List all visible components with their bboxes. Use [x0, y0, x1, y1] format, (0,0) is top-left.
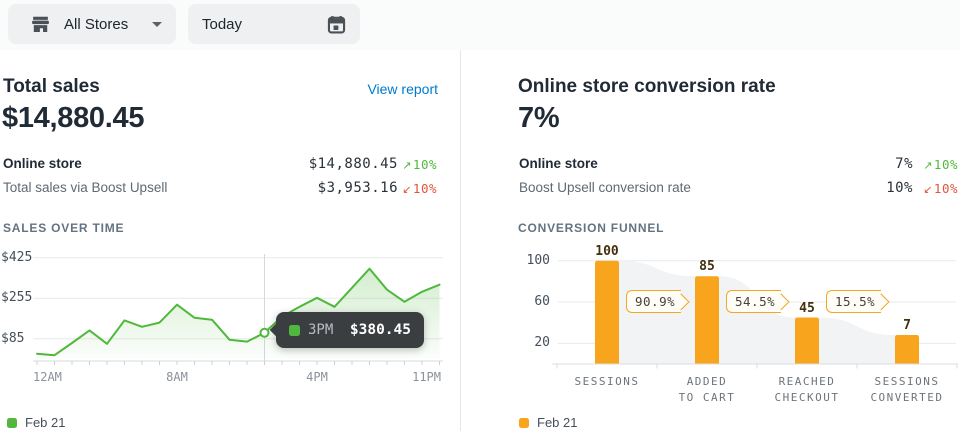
trend-down-icon: ↙ — [923, 183, 933, 196]
funnel-step-percentage-badge: 90.9% — [626, 290, 682, 313]
x-axis-tick-label: 4PM — [306, 370, 328, 384]
y-axis-tick-label: $255 — [1, 290, 33, 306]
calendar-icon — [326, 14, 347, 35]
view-report-link[interactable]: View report — [367, 81, 438, 97]
sales-over-time-label: SALES OVER TIME — [3, 221, 125, 235]
bar-value-label: 45 — [799, 300, 815, 316]
legend-swatch — [7, 417, 17, 428]
bar-value-label: 100 — [595, 243, 619, 259]
metric-row-label: Online store — [519, 156, 598, 171]
y-axis-tick-label: $85 — [1, 330, 25, 346]
funnel-step-percentage-badge: 54.5% — [726, 290, 782, 313]
tooltip-value: $380.45 — [349, 322, 411, 338]
bar-value-label: 7 — [903, 318, 911, 333]
date-range-selector[interactable]: Today — [188, 4, 360, 44]
metric-row-delta: ↙10% — [402, 181, 437, 196]
x-axis-tick-label: 8AM — [166, 370, 188, 384]
legend-label: Feb 21 — [537, 415, 578, 430]
x-axis-category-label: SESSIONS — [574, 375, 640, 388]
x-axis-category-label: REACHED CHECKOUT — [774, 375, 840, 404]
trend-down-icon: ↙ — [402, 183, 412, 196]
conversion-rate-title: Online store conversion rate — [518, 76, 776, 97]
trend-up-icon: ↗ — [402, 159, 412, 172]
funnel-chart-svg — [552, 260, 958, 369]
panel-divider — [460, 50, 461, 431]
funnel-legend: Feb 21 — [519, 415, 577, 430]
conversion-rate-value: 7% — [518, 102, 560, 134]
conversion-funnel-chart[interactable]: 100 60 20 100 85 45 7 90.9% 54.5% 15.5% SESSIONS AD… — [500, 243, 960, 404]
metric-row-value: 7% — [895, 156, 913, 172]
total-sales-title: Total sales — [3, 76, 100, 97]
metric-row-label: Boost Upsell conversion rate — [519, 180, 691, 195]
chart-tooltip: 3PM $380.45 — [276, 312, 424, 348]
y-axis-tick-label: 100 — [526, 252, 550, 268]
chevron-down-icon — [152, 21, 163, 27]
topbar: All Stores Today — [0, 0, 960, 50]
metric-row-delta: ↗10% — [923, 157, 958, 172]
x-axis-category-label: SESSIONS CONVERTED — [870, 375, 944, 404]
x-axis-tick-label: 11PM — [412, 370, 441, 384]
conversion-funnel-label: CONVERSION FUNNEL — [518, 221, 665, 235]
tooltip-time: 3PM — [308, 322, 334, 338]
y-axis-tick-label: $425 — [1, 249, 33, 265]
bar-value-label: 85 — [699, 259, 715, 275]
metric-row-value: $14,880.45 — [308, 156, 398, 172]
metric-row-value: 10% — [886, 180, 913, 196]
tooltip-series-swatch — [289, 324, 300, 336]
date-range-label: Today — [202, 15, 243, 33]
y-axis-tick-label: 60 — [534, 294, 550, 310]
store-selector-dropdown[interactable]: All Stores — [8, 4, 176, 44]
sales-legend: Feb 21 — [7, 415, 65, 430]
legend-label: Feb 21 — [25, 415, 66, 430]
metric-row-label: Total sales via Boost Upsell — [3, 180, 168, 195]
y-axis-tick-label: 20 — [534, 335, 550, 351]
sales-over-time-chart[interactable]: $425 $255 $85 12AM 8AM 4PM 11PM 3PM $380.45 — [0, 246, 460, 386]
metric-row-label: Online store — [3, 156, 82, 171]
funnel-step-percentage-badge: 15.5% — [826, 290, 882, 313]
storefront-icon — [30, 14, 51, 35]
legend-swatch — [519, 417, 529, 428]
x-axis-category-label: ADDED TO CART — [678, 375, 736, 404]
trend-up-icon: ↗ — [923, 159, 933, 172]
metric-row-delta: ↙10% — [923, 181, 958, 196]
total-sales-value: $14,880.45 — [2, 102, 145, 134]
store-selector-label: All Stores — [64, 15, 129, 33]
x-axis-tick-label: 12AM — [33, 370, 62, 384]
metric-row-value: $3,953.16 — [317, 180, 398, 196]
metric-row-delta: ↗10% — [402, 157, 437, 172]
